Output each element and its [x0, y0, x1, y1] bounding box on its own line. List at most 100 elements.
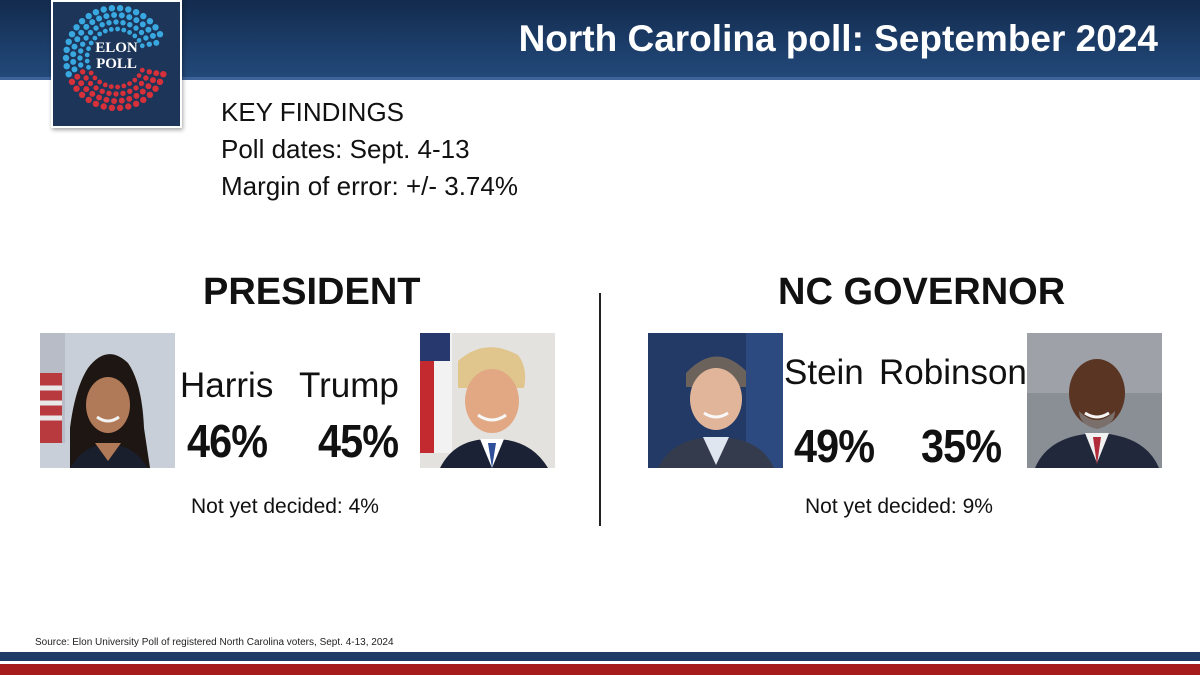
logo-dot: [96, 15, 103, 22]
logo-dot: [87, 29, 94, 36]
logo-dot: [152, 24, 159, 31]
logo-dot: [126, 14, 133, 21]
logo-dot: [92, 100, 100, 108]
logo-dot: [83, 23, 90, 30]
logo-dot: [96, 94, 103, 101]
logo-dot: [132, 77, 138, 83]
logo-dot: [160, 71, 167, 78]
robinson-photo: [1027, 333, 1162, 468]
logo-dot: [125, 6, 132, 13]
logo-dot: [85, 12, 92, 20]
candidate-name-trump: Trump: [299, 366, 399, 405]
logo-dot: [78, 62, 84, 68]
logo-dot: [146, 69, 152, 75]
logo-dot: [133, 85, 139, 91]
logo-dot: [88, 40, 94, 46]
logo-dot: [127, 30, 132, 35]
logo-dot: [156, 31, 164, 38]
trump-photo: [420, 333, 555, 468]
logo-dot: [118, 97, 125, 104]
logo-dot: [68, 31, 76, 38]
logo-dot: [156, 78, 164, 86]
logo-dot: [78, 48, 84, 54]
logo-dot: [113, 19, 119, 25]
logo-dot: [70, 58, 77, 65]
logo-dot: [115, 84, 120, 90]
logo-dot: [102, 28, 108, 34]
footer-blue-stripe: [0, 652, 1200, 661]
logo-dot: [62, 54, 70, 62]
logo-dot: [149, 77, 156, 84]
logo-dot: [70, 51, 77, 58]
logo-dot: [136, 38, 142, 43]
logo-dot: [84, 58, 90, 64]
candidate-name-robinson: Robinson: [879, 353, 1027, 392]
logo-dot: [108, 5, 116, 12]
header-bar: North Carolina poll: September 2024: [0, 0, 1200, 80]
logo-dot: [121, 27, 127, 33]
logo-dot: [132, 100, 140, 108]
logo-dot: [71, 43, 78, 50]
logo-dot: [145, 26, 152, 33]
logo-dot: [115, 26, 120, 32]
undecided-governor: Not yet decided: 9%: [805, 495, 993, 518]
logo-dot: [89, 90, 96, 97]
candidate-pct-stein: 49%: [794, 420, 875, 472]
logo-dot: [140, 12, 147, 20]
logo-dot: [87, 80, 94, 87]
logo-dot: [71, 66, 78, 73]
logo-dot: [65, 38, 72, 45]
race-divider: [599, 293, 601, 526]
logo-dot: [126, 95, 133, 102]
logo-dot: [68, 78, 76, 86]
logo-dot: [99, 88, 105, 95]
logo-dot: [139, 88, 146, 95]
logo-line-2: POLL: [96, 56, 137, 72]
logo-dot: [83, 86, 90, 93]
footer-red-stripe: [0, 664, 1200, 675]
logo-dot: [100, 6, 107, 13]
logo-dot: [99, 22, 105, 28]
harris-photo: [40, 333, 175, 468]
candidate-name-harris: Harris: [180, 366, 274, 405]
race-heading-governor: NC GOVERNOR: [778, 271, 1066, 313]
logo-dot: [120, 20, 126, 26]
logo-dot: [120, 90, 126, 97]
logo-dot: [139, 21, 146, 28]
logo-dot: [133, 17, 140, 24]
logo-dot: [143, 35, 149, 41]
logo-dot: [88, 70, 94, 76]
logo-dot: [125, 103, 132, 110]
logo-dot: [133, 25, 139, 31]
logo-dot: [92, 75, 98, 81]
logo-dot: [103, 96, 110, 103]
logo-dot: [93, 85, 99, 91]
race-heading-president: PRESIDENT: [203, 271, 421, 313]
logo-dots: [62, 5, 167, 112]
logo-dot: [143, 75, 149, 81]
logo-dot: [78, 29, 85, 36]
logo-dot: [127, 22, 133, 28]
logo-dot: [138, 29, 145, 36]
logo-dot: [86, 46, 91, 52]
logo-dot: [108, 104, 116, 112]
logo-dot: [77, 55, 83, 61]
logo-dot: [149, 32, 156, 39]
logo-dot: [97, 79, 103, 85]
findings-heading: KEY FINDINGS: [221, 97, 405, 127]
logo-dot: [103, 13, 110, 20]
logo-dot: [73, 24, 80, 31]
logo-dot: [106, 90, 112, 97]
logo-dot: [153, 70, 160, 77]
logo-dot: [83, 35, 89, 41]
logo-dot: [113, 91, 119, 97]
logo-dot: [153, 39, 160, 46]
logo-dot: [132, 33, 138, 39]
logo-line-1: ELON: [95, 40, 138, 56]
logo-dot: [78, 80, 85, 87]
logo-dot: [83, 75, 89, 81]
footer-white-stripe: [0, 661, 1200, 664]
logo-dot: [73, 85, 80, 92]
logo-dot: [133, 92, 140, 99]
logo-dot: [139, 43, 145, 49]
